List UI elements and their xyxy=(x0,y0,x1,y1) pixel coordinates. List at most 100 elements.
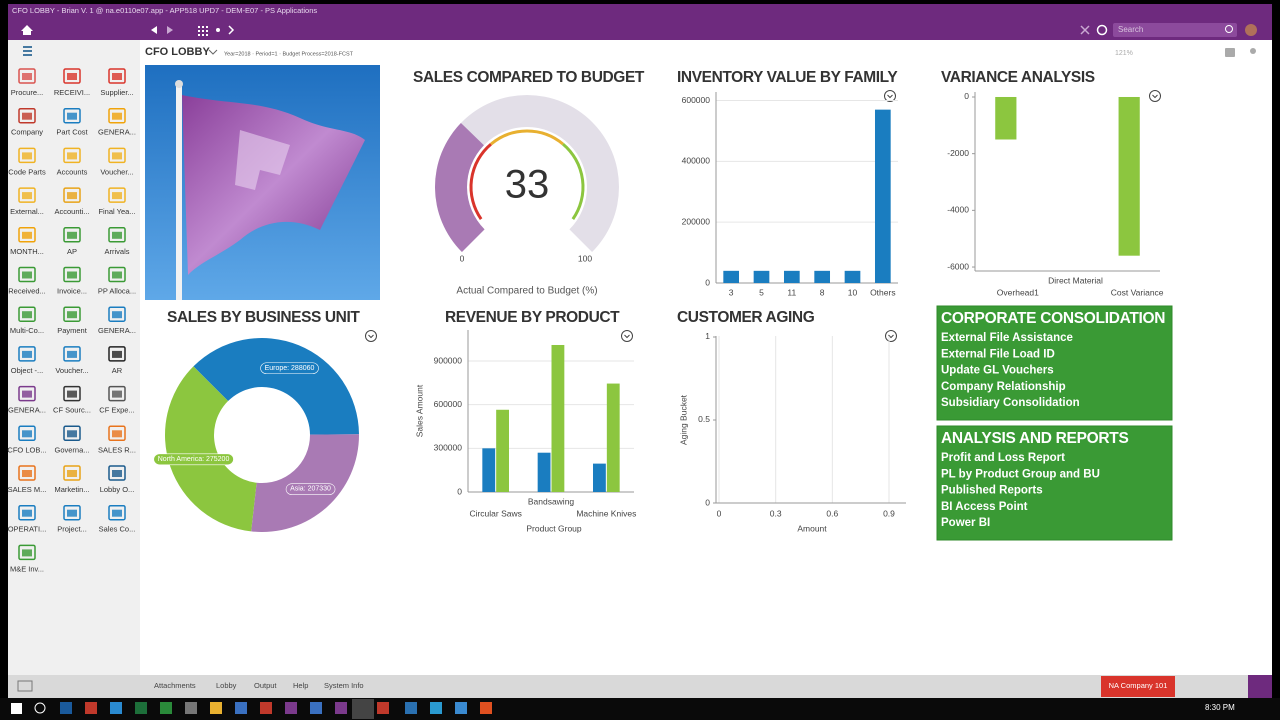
bar[interactable] xyxy=(753,270,770,283)
app-icon[interactable] xyxy=(63,346,81,362)
app-icon[interactable] xyxy=(108,385,126,402)
app-icon[interactable] xyxy=(18,346,36,362)
app-icon[interactable] xyxy=(18,227,36,243)
app-icon[interactable] xyxy=(108,346,126,362)
app-label[interactable]: Accounts xyxy=(57,167,88,176)
app-icon[interactable] xyxy=(63,227,81,243)
app-icon[interactable] xyxy=(63,266,81,283)
app-label[interactable]: Marketin... xyxy=(54,485,89,494)
bar[interactable] xyxy=(874,109,891,283)
app-label[interactable]: Voucher... xyxy=(55,366,88,375)
app-label[interactable]: Governa... xyxy=(54,445,89,454)
bar[interactable] xyxy=(482,448,496,492)
app-label[interactable]: Sales Co... xyxy=(99,525,136,534)
tile-link[interactable]: BI Access Point xyxy=(941,501,1028,513)
donut-slice[interactable] xyxy=(193,338,359,435)
app-icon[interactable] xyxy=(108,504,126,521)
app-label[interactable]: CFO LOB... xyxy=(7,445,46,454)
app-icon[interactable] xyxy=(18,68,36,84)
app-icon[interactable] xyxy=(18,266,36,283)
app-label[interactable]: Arrivals xyxy=(104,247,129,256)
footer-link[interactable]: Output xyxy=(254,681,277,690)
app-label[interactable]: Accounti... xyxy=(54,207,89,216)
app-label[interactable]: Part Cost xyxy=(56,128,88,137)
app-icon[interactable] xyxy=(63,107,81,124)
footer-link[interactable]: Help xyxy=(293,681,308,690)
app-label[interactable]: Invoice... xyxy=(57,286,87,295)
app-icon[interactable] xyxy=(108,227,126,243)
bar[interactable] xyxy=(537,452,551,492)
search-box[interactable] xyxy=(1113,23,1237,37)
bar[interactable] xyxy=(496,409,509,492)
app-icon[interactable] xyxy=(63,465,81,481)
user-avatar[interactable] xyxy=(1245,24,1257,36)
tile-link[interactable]: Company Relationship xyxy=(941,381,1066,393)
app-icon[interactable] xyxy=(63,306,81,322)
app-label[interactable]: SALES R... xyxy=(98,445,136,454)
app-label[interactable]: M&E Inv... xyxy=(10,564,44,573)
app-label[interactable]: CF Sourc... xyxy=(53,406,91,415)
app-label[interactable]: Project... xyxy=(57,525,87,534)
footer-link[interactable]: Lobby xyxy=(216,681,237,690)
tile-link[interactable]: PL by Product Group and BU xyxy=(941,468,1100,480)
refresh-button[interactable] xyxy=(1096,24,1108,36)
app-label[interactable]: Supplier... xyxy=(100,88,133,97)
app-icon[interactable] xyxy=(108,68,126,84)
tile-link[interactable]: Published Reports xyxy=(941,485,1043,497)
app-label[interactable]: GENERA... xyxy=(98,326,136,335)
tile-link[interactable]: Subsidiary Consolidation xyxy=(941,397,1080,409)
app-icon[interactable] xyxy=(63,425,81,442)
corner-logo[interactable] xyxy=(1248,675,1272,698)
app-label[interactable]: GENERA... xyxy=(98,128,136,137)
app-icon[interactable] xyxy=(18,504,36,521)
app-label[interactable]: CF Expe... xyxy=(99,406,134,415)
app-icon[interactable] xyxy=(108,147,126,164)
app-icon[interactable] xyxy=(63,385,81,402)
app-icon[interactable] xyxy=(63,187,81,203)
app-label[interactable]: AP xyxy=(67,247,77,256)
app-label[interactable]: GENERA... xyxy=(8,406,46,415)
donut-slice[interactable] xyxy=(251,434,359,533)
footer-link[interactable]: Attachments xyxy=(154,681,196,690)
app-label[interactable]: Object -... xyxy=(11,366,44,375)
bar[interactable] xyxy=(783,270,800,283)
next-button[interactable] xyxy=(228,25,235,35)
back-button[interactable] xyxy=(151,26,157,34)
app-icon[interactable] xyxy=(18,465,36,481)
tile-link[interactable]: Power BI xyxy=(941,517,990,529)
tile-link[interactable]: External File Assistance xyxy=(941,332,1073,344)
apps-button[interactable] xyxy=(198,26,208,36)
app-label[interactable]: OPERATI... xyxy=(8,525,47,534)
tile-link[interactable]: Profit and Loss Report xyxy=(941,452,1065,464)
forward-button[interactable] xyxy=(167,26,173,34)
footer-link[interactable]: System Info xyxy=(324,681,364,690)
tile-link[interactable]: Update GL Vouchers xyxy=(941,365,1054,377)
app-icon[interactable] xyxy=(108,187,126,203)
app-label[interactable]: Multi-Co... xyxy=(10,326,44,335)
bar[interactable] xyxy=(593,463,606,492)
app-icon[interactable] xyxy=(63,504,81,521)
app-icon[interactable] xyxy=(18,385,36,402)
company-badge[interactable] xyxy=(1101,676,1175,697)
app-label[interactable]: RECEIVI... xyxy=(54,88,90,97)
bar[interactable] xyxy=(606,383,620,492)
app-icon[interactable] xyxy=(18,544,36,561)
app-icon[interactable] xyxy=(18,306,36,322)
app-icon[interactable] xyxy=(18,187,36,203)
app-icon[interactable] xyxy=(108,465,126,481)
app-label[interactable]: PP Alloca... xyxy=(98,286,136,295)
app-label[interactable]: External... xyxy=(10,207,44,216)
app-icon[interactable] xyxy=(18,425,36,442)
taskbar-icons[interactable] xyxy=(11,699,492,719)
bar[interactable] xyxy=(995,96,1017,140)
app-label[interactable]: Received... xyxy=(8,286,46,295)
search-icon[interactable] xyxy=(1225,25,1233,33)
app-icon[interactable] xyxy=(63,68,81,84)
dot-button[interactable] xyxy=(216,28,220,32)
bar[interactable] xyxy=(551,344,565,492)
tile-link[interactable]: External File Load ID xyxy=(941,348,1055,360)
title-dropdown[interactable] xyxy=(208,49,218,55)
donut-slice[interactable] xyxy=(164,366,257,532)
widget-menus[interactable] xyxy=(365,90,1161,342)
bar[interactable] xyxy=(1118,96,1140,256)
